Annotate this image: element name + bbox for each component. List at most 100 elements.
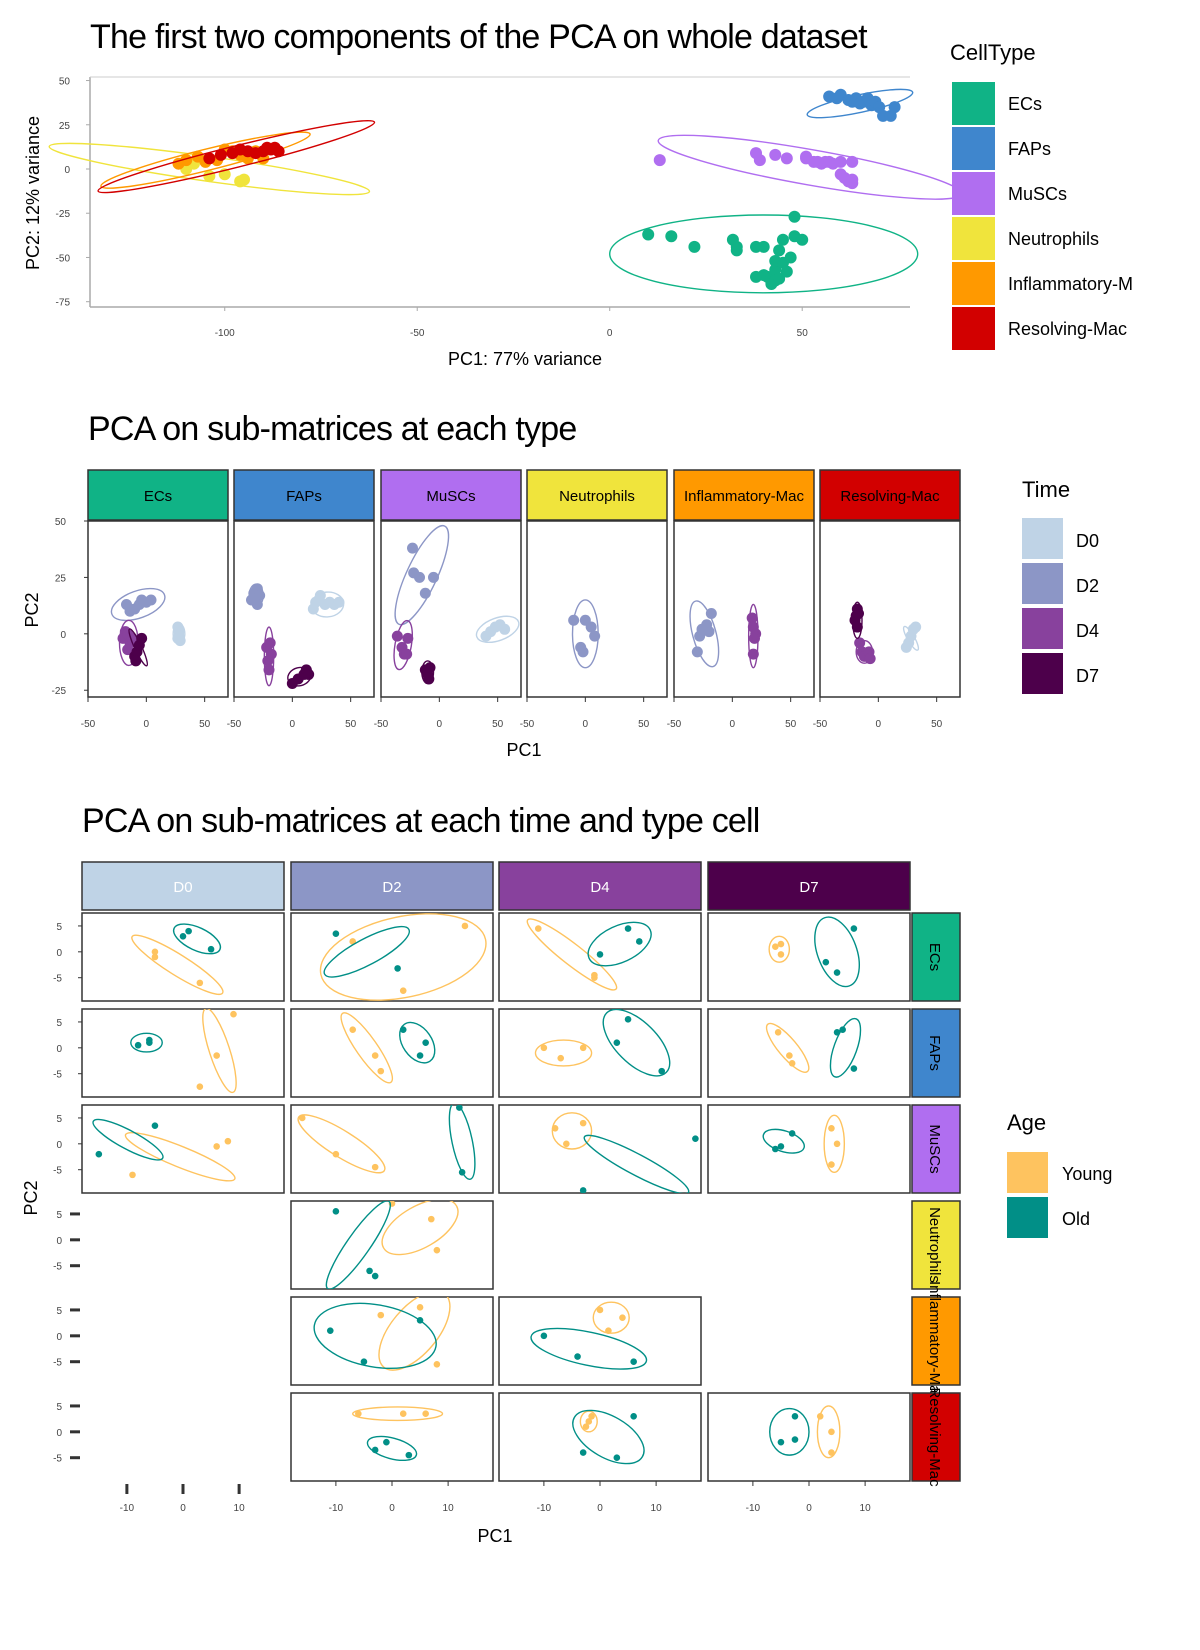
plot3-panel-content: [131, 923, 224, 996]
plot3-point: [224, 1137, 232, 1145]
plot3-ellipse: [399, 1021, 436, 1064]
plot3-point: [624, 1016, 632, 1023]
plot3-point: [461, 922, 469, 930]
plot2-point: [145, 594, 157, 606]
plot1-point: [688, 240, 701, 253]
plot1-point: [214, 148, 227, 161]
plot3-ellipse: [319, 913, 487, 1001]
plot3-panel-r2-c2: [498, 1104, 702, 1194]
plot3-point: [619, 1314, 626, 1322]
plot2-x-tick-label: 50: [785, 719, 797, 730]
plot3-y-tick-label: 5: [56, 1018, 62, 1029]
plot3-ellipse: [583, 1134, 690, 1193]
plot3-point: [591, 974, 598, 982]
plot3-point: [624, 925, 632, 932]
plot3-ellipse: [572, 1409, 645, 1465]
plot2-ellipse: [393, 619, 413, 671]
plot3-panel-content: [340, 1012, 436, 1084]
plot2-group-d0: [900, 621, 922, 653]
plot3-point: [540, 1332, 548, 1340]
plot3-x-tick-label: 0: [597, 1503, 603, 1514]
plot3-point: [399, 1410, 407, 1418]
plot3-ellipse: [130, 1032, 163, 1053]
plot2-point: [414, 571, 425, 583]
plot3-panel-frame: [498, 1008, 702, 1098]
plot3-col-strip-d2: [290, 861, 494, 911]
plot3-point: [185, 927, 192, 935]
plot3-group: PCA on sub-matrices at each time and typ…: [21, 802, 1112, 1546]
plot2-ellipse: [172, 622, 186, 645]
plot2-group-d2: [110, 587, 166, 622]
plot3-ellipse: [366, 1435, 418, 1462]
plot3-y-tick-label: 0: [56, 1044, 62, 1055]
plot3-ellipse: [768, 935, 791, 963]
plot1-point: [203, 152, 216, 165]
plot3-legend-swatch: [1007, 1152, 1048, 1193]
plot3-ellipse: [551, 1112, 593, 1150]
plot3-row-strip-label: MuSCs: [926, 1124, 943, 1173]
plot3-panel-content: [762, 1114, 846, 1173]
plot3-panel-r1-c1: [290, 1008, 494, 1098]
plot2-legend-swatch: [1022, 608, 1063, 649]
plot3-ellipse: [381, 1201, 459, 1256]
plot3-row-strip-faps: [911, 1008, 961, 1098]
plot3-group-young: [823, 1114, 846, 1173]
plot3-point: [146, 1036, 153, 1044]
plot3-panel-frame: [707, 1008, 911, 1098]
plot2-panel-resolving-mac: Resolving-Mac -50 0 50: [813, 469, 961, 730]
plot3-point: [399, 987, 407, 994]
plot3-point: [179, 932, 187, 940]
plot3-panel-content: [768, 916, 860, 988]
plot2-ellipse: [394, 524, 450, 626]
plot3-group-old: [366, 1435, 418, 1462]
plot3-point: [579, 1119, 587, 1127]
plot3-group-old: [762, 1128, 805, 1154]
plot3-point: [416, 1052, 424, 1059]
plot3-panel-frame: [707, 1104, 911, 1194]
plot2-panel-frame: [819, 520, 961, 698]
plot3-point: [828, 1428, 835, 1436]
plot3-point: [366, 1267, 373, 1275]
plot2-strip-label: ECs: [144, 488, 172, 505]
plot2-ellipse: [571, 599, 599, 669]
plot1-legend-label: Resolving-Mac: [1008, 319, 1127, 339]
plot3-panel-content: [526, 918, 652, 991]
plot3-panel-frame: [498, 1104, 702, 1194]
plot3-ellipse: [829, 1017, 862, 1078]
plot3-point: [332, 1208, 340, 1215]
plot1-y-tick-label: 50: [59, 77, 71, 88]
plot2-point: [705, 608, 717, 620]
plot3-point: [371, 1163, 379, 1171]
plot1-legend-label: MuSCs: [1008, 184, 1067, 204]
plot3-ellipse: [297, 1114, 386, 1174]
plot2-group: PCA on sub-matrices at each type ECs -50 0 5…: [22, 410, 1099, 760]
plot2-legend-label: D0: [1076, 531, 1099, 551]
plot3-point: [427, 1215, 435, 1223]
plot3-y-tick-label: 5: [56, 1402, 62, 1413]
plot3-group-young: [526, 918, 618, 991]
plot2-group-d4: [854, 637, 876, 665]
plot1-point: [780, 265, 793, 278]
plot3-point: [377, 1067, 385, 1075]
plot2-group-d0: [475, 615, 520, 644]
plot3-ellipse: [823, 1114, 846, 1173]
plot3-panel-frame: [290, 1296, 494, 1386]
plot3-ellipse: [172, 923, 222, 955]
plot2-y-tick-label: -25: [52, 686, 67, 697]
plot3-point: [822, 958, 830, 966]
plot3-col-strip-label: D4: [590, 879, 609, 896]
plot2-panel-inflammatory-mac: Inflammatory-Mac -50 0 50: [667, 469, 815, 730]
plot1-point: [784, 251, 797, 264]
plot2-group-d4: [746, 603, 762, 669]
plot3-panel-r2-c0: [81, 1104, 285, 1194]
plot3-point: [791, 1412, 799, 1420]
plot3-row-strip-label: Inflammatory-Mac: [926, 1281, 943, 1402]
plot3-point: [833, 969, 841, 976]
plot2-x-tick-label: 50: [345, 719, 357, 730]
plot3-col-strip-label: D0: [173, 879, 192, 896]
plot1-ellipse: [97, 119, 376, 194]
plot1-ellipse: [806, 88, 914, 119]
plot3-point: [383, 1438, 390, 1446]
plot3-y-tick-label: -5: [53, 1358, 62, 1369]
plot3-group-old: [587, 921, 652, 967]
